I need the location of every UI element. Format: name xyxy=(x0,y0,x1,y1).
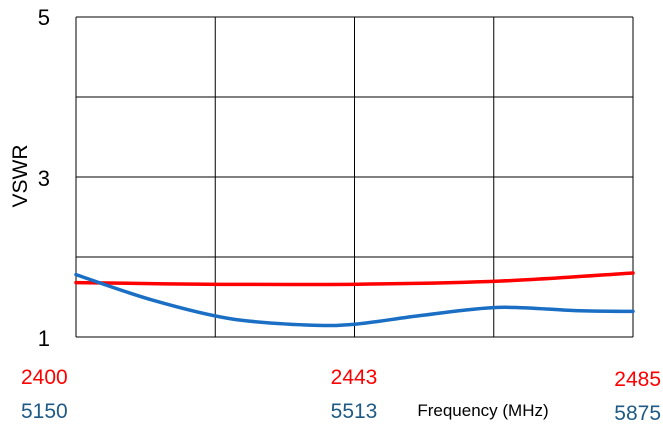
x-tick-5150: 5150 xyxy=(21,400,68,423)
x-tick-5513: 5513 xyxy=(331,400,378,423)
y-axis-title: VSWR xyxy=(9,145,32,208)
series-line-2400-2485 xyxy=(74,271,635,287)
grid xyxy=(75,16,634,338)
x-tick-5875: 5875 xyxy=(614,402,661,425)
x-tick-2400: 2400 xyxy=(21,366,68,389)
y-tick-label-3: 3 xyxy=(38,166,50,191)
y-tick-label-5: 5 xyxy=(38,5,50,30)
x-axis-title: Frequency (MHz) xyxy=(417,401,548,420)
series-line-5150-5875 xyxy=(74,272,635,328)
y-tick-label-1: 1 xyxy=(38,326,50,351)
x-tick-2443: 2443 xyxy=(331,366,378,389)
x-tick-2485: 2485 xyxy=(614,368,661,391)
series-lines xyxy=(74,271,635,328)
